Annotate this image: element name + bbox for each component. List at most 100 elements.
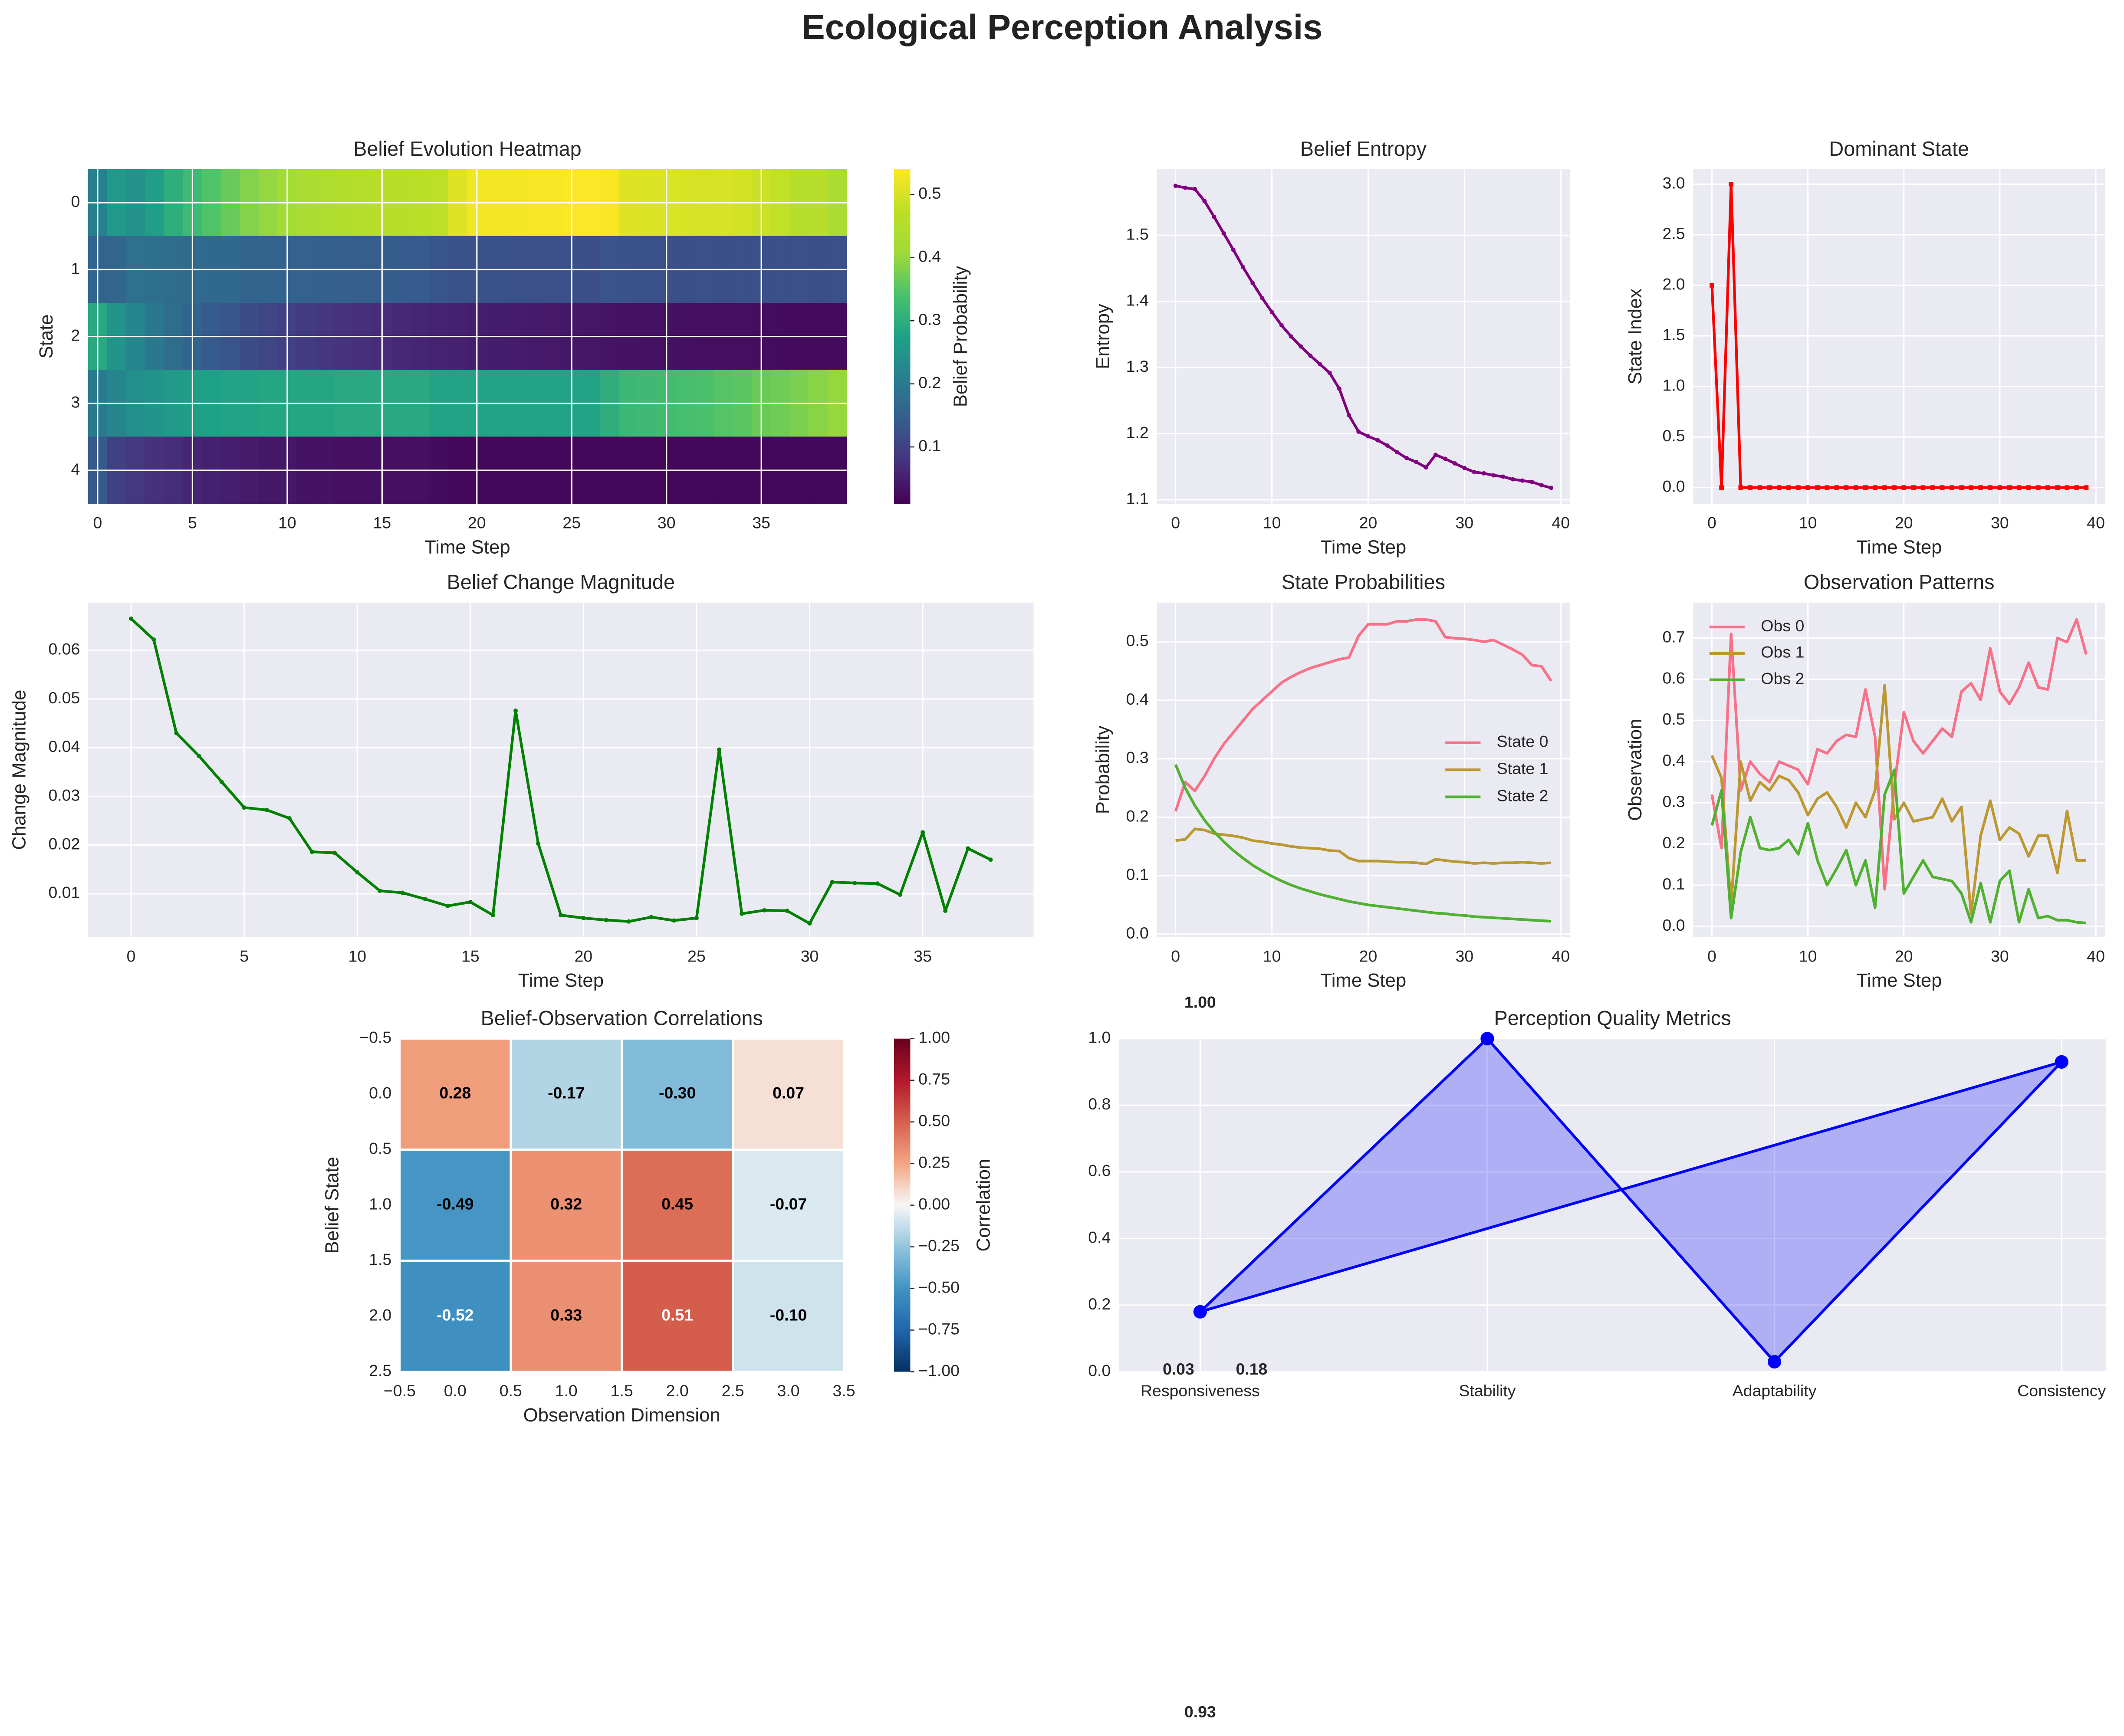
heatmap-cell [621, 1149, 734, 1262]
data-point [264, 807, 269, 812]
y-tick-label: 1.5 [369, 1250, 391, 1268]
data-line [1174, 764, 1552, 923]
cell-label: -0.49 [437, 1195, 473, 1213]
data-point [1289, 334, 1293, 339]
x-tick-label: 40 [2087, 947, 2105, 965]
data-point [1738, 485, 1743, 490]
data-point [378, 889, 382, 893]
colorbar-tick-label: 0.25 [918, 1153, 950, 1172]
y-tick-label: 0.3 [1126, 748, 1149, 767]
x-tick-label: 3.5 [833, 1382, 855, 1400]
data-point [1748, 485, 1753, 490]
data-point [332, 850, 337, 855]
colorbar-tick-label: −0.25 [918, 1236, 960, 1254]
cell-label: 0.33 [550, 1306, 582, 1324]
colorbar-tick-label: 0.5 [918, 184, 941, 202]
y-tick-label: 0.02 [48, 834, 80, 853]
colorbar-tick-label: 0.2 [918, 374, 941, 392]
y-tick-label: 0.06 [48, 640, 80, 658]
x-axis-label: Time Step [1856, 537, 1942, 558]
y-tick-label: 0.01 [48, 883, 80, 902]
x-tick-label: 0 [93, 514, 102, 532]
data-point [1786, 485, 1791, 490]
data-point [1520, 478, 1525, 483]
x-tick-label: 20 [1359, 947, 1378, 965]
x-tick-label: 40 [1552, 947, 1570, 965]
data-point [1873, 485, 1877, 490]
colorbar-tick-label: −0.50 [918, 1278, 960, 1296]
x-tick-label: 15 [373, 514, 391, 532]
x-tick-label: 0 [1707, 514, 1716, 532]
data-line [1710, 183, 2086, 489]
y-tick-label: 0.04 [48, 737, 80, 755]
data-point [2036, 485, 2041, 490]
data-point [1308, 353, 1313, 358]
y-tick-label: 1 [71, 259, 80, 277]
heatmap-cell [621, 1260, 734, 1373]
x-tick-label: Responsiveness [1141, 1382, 1260, 1400]
data-point [1202, 199, 1207, 203]
data-point [649, 915, 654, 919]
data-line [1175, 184, 1552, 489]
data-point [1710, 283, 1714, 288]
colorbar-label: Belief Probability [950, 266, 971, 407]
x-tick-label: 3.0 [777, 1382, 800, 1400]
y-tick-label: 0.5 [1663, 427, 1685, 445]
x-tick-label: 35 [914, 947, 932, 965]
y-tick-label: 0.1 [1663, 875, 1685, 893]
x-tick-label: 10 [278, 514, 296, 532]
x-tick-label: 20 [1895, 514, 1913, 532]
data-point [1318, 362, 1322, 367]
data-line [1710, 684, 2086, 916]
y-axis-label: State [36, 315, 57, 359]
data-point [151, 637, 156, 642]
legend-label: State 0 [1497, 732, 1549, 751]
data-point [785, 909, 789, 913]
x-tick-label: 25 [687, 947, 706, 965]
y-tick-label: 0 [71, 192, 80, 210]
data-point [1375, 438, 1380, 443]
heatmap-cell [732, 1260, 845, 1373]
data-point [1539, 483, 1544, 488]
data-point [1729, 182, 1734, 187]
data-point [1930, 485, 1935, 490]
y-tick-label: 1.3 [1126, 357, 1149, 375]
y-tick-label: 0.4 [1126, 690, 1149, 708]
y-tick-label: 1.0 [1663, 376, 1685, 394]
data-point [1443, 456, 1447, 461]
x-tick-label: 35 [752, 514, 770, 532]
plot-background [1157, 169, 1570, 504]
y-tick-label: 0.6 [1088, 1162, 1111, 1180]
data-point [604, 918, 608, 922]
cell-label: -0.07 [770, 1195, 807, 1213]
data-point [1767, 1355, 1782, 1369]
heatmap-cell [510, 1037, 623, 1151]
data-point [1173, 184, 1178, 188]
data-point [1347, 413, 1351, 417]
value-label: 0.18 [1236, 1360, 1267, 1378]
x-tick-label: −0.5 [384, 1382, 416, 1400]
data-point [1250, 281, 1255, 286]
x-tick-label: 0.5 [500, 1382, 522, 1400]
data-point [1844, 485, 1849, 490]
data-point [1481, 471, 1486, 476]
cell-label: 0.07 [773, 1084, 804, 1102]
data-point [1260, 296, 1265, 301]
y-tick-label: 2.5 [369, 1361, 391, 1379]
data-point [762, 908, 767, 912]
plot-background [88, 602, 1034, 937]
x-axis-label: Time Step [1321, 970, 1406, 991]
x-tick-label: 10 [1263, 514, 1281, 532]
x-tick-label: 20 [468, 514, 486, 532]
y-tick-label: 0.7 [1663, 627, 1685, 646]
cell-label: 0.45 [661, 1195, 693, 1213]
data-point [1327, 371, 1332, 375]
y-tick-label: 1.5 [1126, 225, 1149, 243]
y-tick-label: 0.2 [1088, 1295, 1111, 1313]
x-tick-label: 30 [801, 947, 819, 965]
y-axis-label: Belief State [322, 1157, 343, 1254]
x-tick-label: 2.5 [722, 1382, 744, 1400]
x-tick-label: Consistency [2017, 1382, 2106, 1400]
x-tick-label: 30 [1991, 947, 2009, 965]
